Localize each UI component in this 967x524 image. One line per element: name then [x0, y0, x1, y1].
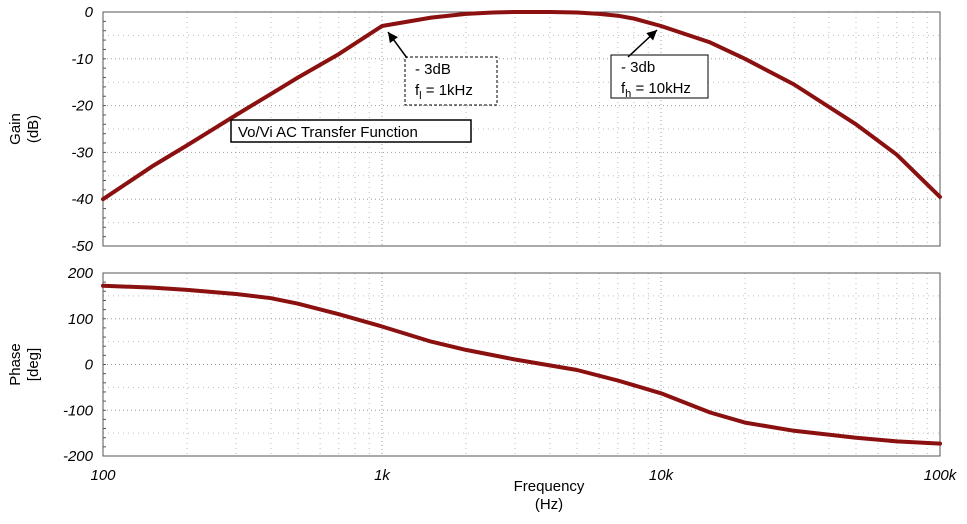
y-tick-label: 200: [67, 265, 94, 282]
y-tick-label: -40: [71, 191, 93, 208]
gain-panel: [101, 10, 942, 247]
annotation-arrowhead: [646, 30, 657, 41]
y-tick-label: 0: [85, 357, 94, 374]
x-tick-label: 100k: [924, 467, 958, 484]
y-tick-label: -200: [63, 448, 94, 465]
annotation-low-cutoff: - 3dB fl = 1kHz: [387, 31, 498, 106]
plot-frame: [102, 272, 941, 457]
label-box: [230, 119, 472, 143]
x-axis-title: (Hz): [535, 496, 563, 513]
y-tick-label: -20: [71, 98, 93, 115]
annotation-line1: - 3db: [621, 59, 655, 76]
y-tick-label: -100: [63, 402, 94, 419]
y-tick-label: 100: [68, 311, 94, 328]
series-line: [101, 283, 942, 446]
annotation-f: f: [415, 82, 420, 99]
annotation-box: [610, 54, 709, 99]
annotation-box: [404, 56, 498, 106]
annotation-subscript: h: [625, 88, 631, 100]
y-axis-title: (dB): [25, 115, 42, 143]
phase-panel: [101, 272, 942, 457]
y-tick-label: -50: [71, 238, 93, 255]
gain-labels: 0 -10 -20 -30 -40 -50 Gain (dB): [7, 4, 94, 255]
y-axis-title: [deg]: [25, 348, 42, 381]
annotation-line2: fh = 10kHz: [621, 80, 691, 100]
y-axis-title: Gain: [7, 113, 24, 145]
annotation-high-cutoff: - 3db fh = 10kHz: [610, 29, 709, 100]
annotation-value: = 1kHz: [422, 82, 473, 99]
y-tick-label: -30: [71, 144, 93, 161]
annotation-f: f: [621, 80, 626, 97]
annotation-line2: fl = 1kHz: [415, 82, 473, 102]
x-tick-label: 100: [90, 467, 116, 484]
annotation-line1: - 3dB: [415, 61, 451, 78]
y-tick-label: 0: [85, 4, 94, 21]
series-line: [101, 10, 942, 202]
x-axis-labels: 100 1k 10k 100k Frequency(Hz): [90, 467, 957, 513]
transfer-function-label: Vo/Vi AC Transfer Function: [230, 119, 472, 143]
label-text: Vo/Vi AC Transfer Function: [238, 124, 418, 141]
y-axis-title: Phase: [7, 343, 24, 386]
x-tick-label: 1k: [374, 467, 391, 484]
annotation-value: = 10kHz: [631, 80, 691, 97]
phase-labels: 200 100 0 -100 -200 Phase [deg]: [7, 265, 94, 465]
annotation-arrowhead: [388, 32, 398, 44]
x-axis-title: Frequency: [514, 478, 585, 495]
annotation-subscript: l: [419, 90, 421, 102]
y-tick-label: -10: [71, 51, 93, 68]
x-tick-label: 10k: [649, 467, 675, 484]
